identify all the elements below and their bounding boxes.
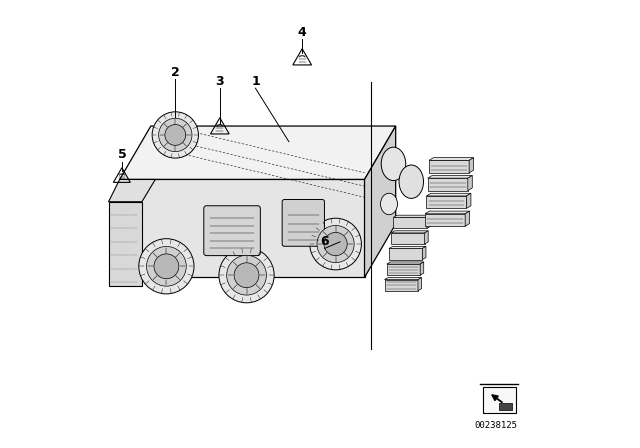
- Polygon shape: [429, 158, 474, 160]
- Polygon shape: [391, 233, 424, 244]
- Ellipse shape: [399, 165, 424, 198]
- Polygon shape: [429, 160, 469, 173]
- Circle shape: [234, 263, 259, 288]
- Circle shape: [159, 118, 192, 151]
- Polygon shape: [428, 176, 472, 178]
- Polygon shape: [109, 180, 156, 202]
- Polygon shape: [120, 180, 365, 277]
- Polygon shape: [120, 126, 396, 180]
- Polygon shape: [424, 231, 428, 244]
- Polygon shape: [385, 277, 422, 280]
- Text: 6: 6: [320, 235, 329, 248]
- Polygon shape: [468, 176, 472, 190]
- Polygon shape: [109, 202, 142, 286]
- Polygon shape: [426, 196, 467, 208]
- Polygon shape: [394, 215, 431, 217]
- Circle shape: [317, 225, 354, 263]
- Circle shape: [154, 254, 179, 279]
- Polygon shape: [427, 215, 431, 228]
- Text: 3: 3: [216, 75, 224, 88]
- Polygon shape: [387, 262, 424, 264]
- Circle shape: [165, 125, 186, 145]
- FancyBboxPatch shape: [204, 206, 260, 256]
- Polygon shape: [425, 211, 470, 214]
- Polygon shape: [418, 277, 422, 291]
- Text: 5: 5: [118, 148, 126, 161]
- Polygon shape: [385, 280, 418, 291]
- Polygon shape: [389, 249, 422, 260]
- Polygon shape: [425, 214, 465, 226]
- Circle shape: [139, 239, 194, 294]
- Polygon shape: [391, 231, 428, 233]
- Circle shape: [219, 248, 274, 303]
- Ellipse shape: [381, 147, 406, 181]
- Text: 1: 1: [251, 75, 260, 88]
- Bar: [483, 387, 516, 413]
- Polygon shape: [428, 178, 468, 190]
- Polygon shape: [389, 246, 426, 249]
- Circle shape: [227, 255, 266, 295]
- Text: 2: 2: [171, 66, 180, 79]
- Polygon shape: [420, 262, 424, 275]
- Polygon shape: [422, 246, 426, 260]
- Polygon shape: [365, 126, 396, 277]
- Circle shape: [152, 112, 198, 158]
- Circle shape: [147, 246, 186, 286]
- Text: 4: 4: [298, 26, 307, 39]
- Polygon shape: [426, 193, 471, 196]
- Circle shape: [310, 218, 362, 270]
- Text: 00238125: 00238125: [474, 421, 517, 430]
- Polygon shape: [465, 211, 470, 226]
- Ellipse shape: [381, 193, 397, 215]
- Polygon shape: [394, 217, 427, 228]
- Circle shape: [324, 233, 348, 256]
- Polygon shape: [467, 193, 471, 208]
- Polygon shape: [499, 403, 512, 410]
- FancyBboxPatch shape: [282, 199, 324, 246]
- Polygon shape: [469, 158, 474, 173]
- Polygon shape: [387, 264, 420, 275]
